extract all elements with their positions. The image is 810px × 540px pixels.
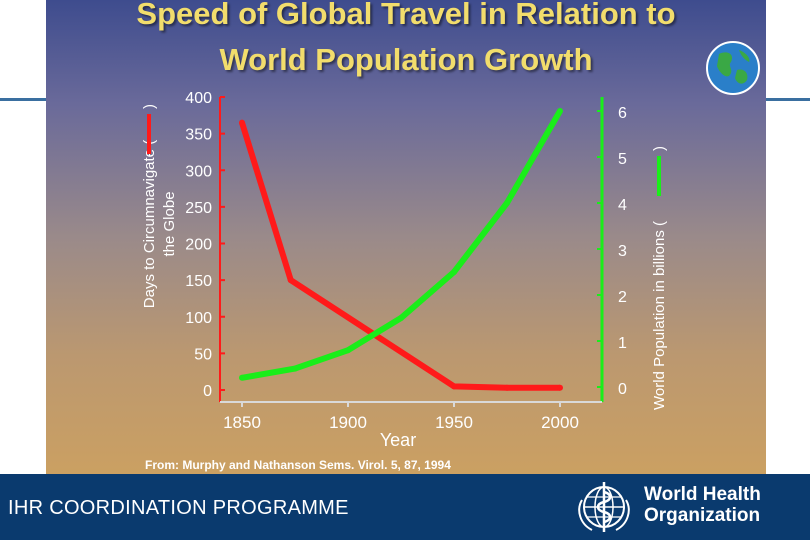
who-name: World Health Organization [644,484,761,526]
left-axis-tick-label: 400 [185,90,212,107]
population-point [504,200,510,206]
left-axis-tick-label: 350 [185,127,212,144]
days-point [239,119,245,126]
x-axis-ticks: 1850 1900 1950 2000 [223,402,579,432]
population-point [557,108,563,114]
population-point [398,315,404,321]
days-series-line [239,121,560,391]
who-name-line2: Organization [644,505,761,526]
right-axis-label-close: ) [651,146,668,151]
series [239,108,563,391]
population-point [451,269,457,275]
left-axis: 400 350 300 250 200 150 100 50 0 [185,90,225,402]
who-emblem-icon [578,482,630,532]
header-rule-right [766,98,810,101]
x-axis-tick-label: 2000 [541,413,579,432]
days-point [287,277,294,284]
slide: Speed of Global Travel in Relation to Wo… [46,0,766,474]
population-series-line [241,109,563,381]
population-point [345,347,351,354]
right-axis-tick-label: 1 [618,335,627,352]
left-axis-tick-label: 150 [185,273,212,290]
right-axis-tick-label: 0 [618,381,627,398]
slide-title-line2: World Population Growth [219,42,593,77]
right-axis-tick-label: 3 [618,243,627,260]
who-name-line1: World Health [644,484,761,505]
left-axis-label-close: ) [141,104,158,109]
globe-icon [706,41,760,95]
right-axis-label: World Population in billions ( ) [651,146,668,410]
left-axis-label: Days to Circumnavigate ( the Globe ) [141,104,178,308]
population-point [239,374,245,381]
days-point [451,383,457,390]
footer-bar: IHR COORDINATION PROGRAMME World Health … [0,474,810,540]
x-axis-tick-label: 1900 [329,413,367,432]
right-axis: 6 5 4 3 2 1 0 [597,97,627,402]
right-axis-tick-label: 6 [618,105,627,122]
source-citation: From: Murphy and Nathanson Sems. Virol. … [145,458,451,472]
right-axis-tick-label: 2 [618,289,627,306]
left-axis-tick-label: 0 [203,383,212,400]
days-point [504,384,510,391]
left-axis-tick-label: 200 [185,237,212,254]
left-axis-label-line2: the Globe [161,191,178,256]
right-axis-tick-label: 5 [618,151,627,168]
left-axis-tick-label: 50 [194,346,212,363]
x-axis-label: Year [380,430,416,450]
left-axis-label-line1: Days to Circumnavigate ( [141,140,158,308]
population-point [292,365,298,372]
program-name: IHR COORDINATION PROGRAMME [8,497,349,519]
left-axis-tick-label: 300 [185,163,212,180]
x-axis-tick-label: 1850 [223,413,261,432]
chart: 400 350 300 250 200 150 100 50 0 6 5 4 3 2 1 0 1850 190… [141,90,668,450]
days-point [557,384,563,391]
right-axis-label-open: World Population in billions ( [651,221,668,410]
right-axis-tick-label: 4 [618,197,627,214]
slide-title-line1: Speed of Global Travel in Relation to [136,0,676,31]
header-rule-left [0,98,46,101]
x-axis-tick-label: 1950 [435,413,473,432]
left-axis-tick-label: 250 [185,200,212,217]
left-axis-tick-label: 100 [185,310,212,327]
